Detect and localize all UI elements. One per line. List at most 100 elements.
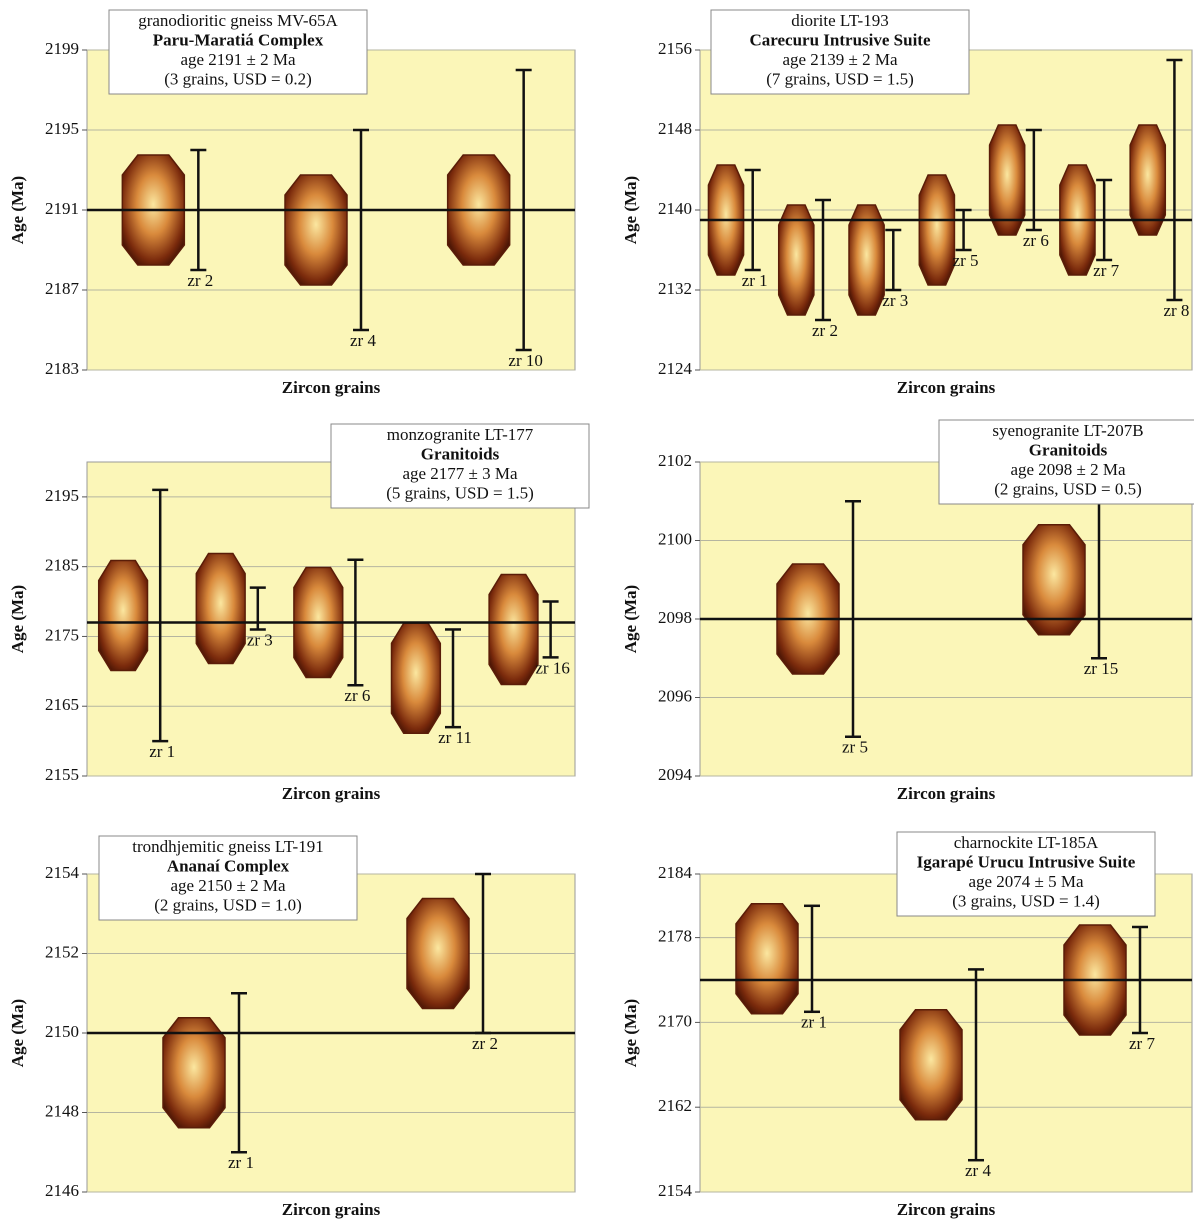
grain-label: zr 3	[882, 291, 908, 310]
annotation-line: age 2074 ± 5 Ma	[968, 872, 1084, 891]
zircon-grain	[99, 561, 148, 671]
annotation-line: age 2177 ± 3 Ma	[402, 464, 518, 483]
zircon-grain	[489, 574, 538, 684]
grain-label: zr 10	[508, 351, 542, 370]
annotation-line: trondhjemitic gneiss LT-191	[132, 837, 323, 856]
y-tick-label: 2148	[658, 119, 692, 138]
grain-label: zr 8	[1163, 301, 1189, 320]
zircon-grain	[1130, 125, 1165, 235]
grain-label: zr 2	[472, 1034, 498, 1053]
annotation-line: monzogranite LT-177	[387, 425, 534, 444]
annotation-line: diorite LT-193	[791, 11, 888, 30]
y-tick-label: 2199	[45, 39, 79, 58]
zircon-grain	[900, 1010, 962, 1120]
annotation-line: granodioritic gneiss MV-65A	[138, 11, 338, 30]
y-tick-label: 2178	[658, 927, 692, 946]
y-tick-label: 2191	[45, 199, 79, 218]
y-axis-label: Age (Ma)	[8, 176, 27, 244]
y-axis-label: Age (Ma)	[8, 999, 27, 1067]
annotation-line: Granitoids	[1029, 440, 1108, 459]
y-axis-label: Age (Ma)	[621, 585, 640, 653]
y-axis-label: Age (Ma)	[621, 176, 640, 244]
annotation-line: Granitoids	[421, 444, 500, 463]
grain-label: zr 16	[535, 658, 569, 677]
grain-label: zr 6	[1023, 231, 1049, 250]
zircon-grain	[196, 554, 245, 664]
annotation-line: age 2191 ± 2 Ma	[180, 50, 296, 69]
grain-label: zr 5	[842, 738, 868, 757]
grain-label: zr 1	[228, 1153, 254, 1172]
grain-label: zr 1	[801, 1013, 827, 1032]
grain-label: zr 11	[438, 728, 472, 747]
annotation-line: syenogranite LT-207B	[992, 421, 1143, 440]
y-tick-label: 2195	[45, 486, 79, 505]
y-tick-label: 2183	[45, 359, 79, 378]
y-tick-label: 2175	[45, 625, 79, 644]
y-tick-label: 2165	[45, 695, 79, 714]
y-tick-label: 2154	[658, 1181, 693, 1200]
y-tick-label: 2124	[658, 359, 693, 378]
grain-label: zr 15	[1084, 659, 1118, 678]
grain-label: zr 5	[953, 251, 979, 270]
x-axis-label: Zircon grains	[897, 784, 996, 803]
y-tick-label: 2148	[45, 1101, 79, 1120]
annotation-line: (2 grains, USD = 0.5)	[994, 479, 1141, 498]
zircon-grain	[849, 205, 884, 315]
y-tick-label: 2132	[658, 279, 692, 298]
y-tick-label: 2152	[45, 942, 79, 961]
y-tick-label: 2185	[45, 556, 79, 575]
x-axis-label: Zircon grains	[897, 1200, 996, 1219]
y-axis-label: Age (Ma)	[621, 999, 640, 1067]
y-tick-label: 2098	[658, 608, 692, 627]
annotation-line: (5 grains, USD = 1.5)	[386, 483, 533, 502]
grain-label: zr 4	[965, 1161, 991, 1180]
annotation-line: Ananaí Complex	[167, 856, 290, 875]
annotation-line: age 2098 ± 2 Ma	[1010, 460, 1126, 479]
y-tick-label: 2100	[658, 529, 692, 548]
x-axis-label: Zircon grains	[282, 378, 381, 397]
annotation-line: Carecuru Intrusive Suite	[749, 30, 930, 49]
annotation-line: Igarapé Urucu Intrusive Suite	[917, 852, 1136, 871]
annotation-line: (2 grains, USD = 1.0)	[154, 895, 301, 914]
y-tick-label: 2170	[658, 1011, 692, 1030]
zircon-grain	[779, 205, 814, 315]
y-tick-label: 2184	[658, 863, 693, 882]
figure: 2183 2187 2191 2195 2199 Age (Ma) Zircon grain…	[0, 0, 1194, 1228]
zircon-grain	[392, 623, 441, 733]
zircon-grain	[407, 899, 469, 1009]
x-axis-label: Zircon grains	[897, 378, 996, 397]
x-axis-label: Zircon grains	[282, 1200, 381, 1219]
zircon-grain	[919, 175, 954, 285]
y-tick-label: 2150	[45, 1022, 79, 1041]
grain-label: zr 6	[344, 686, 370, 705]
y-tick-label: 2140	[658, 199, 692, 218]
zircon-grain	[285, 175, 347, 285]
annotation-line: Paru-Maratiá Complex	[153, 30, 324, 49]
zircon-grain	[990, 125, 1025, 235]
y-tick-label: 2156	[658, 39, 692, 58]
annotation-line: (7 grains, USD = 1.5)	[766, 69, 913, 88]
grain-label: zr 3	[247, 630, 273, 649]
grain-label: zr 7	[1129, 1034, 1155, 1053]
y-axis-label: Age (Ma)	[8, 585, 27, 653]
annotation-line: age 2150 ± 2 Ma	[170, 876, 286, 895]
x-axis-label: Zircon grains	[282, 784, 381, 803]
y-tick-label: 2187	[45, 279, 80, 298]
grain-label: zr 7	[1093, 261, 1119, 280]
grain-label: zr 1	[149, 742, 175, 761]
y-tick-label: 2146	[45, 1181, 79, 1200]
annotation-line: (3 grains, USD = 1.4)	[952, 891, 1099, 910]
y-tick-label: 2102	[658, 451, 692, 470]
y-tick-label: 2096	[658, 686, 692, 705]
grain-label: zr 2	[812, 321, 838, 340]
annotation-line: (3 grains, USD = 0.2)	[164, 69, 311, 88]
grain-label: zr 2	[187, 271, 213, 290]
annotation-line: charnockite LT-185A	[954, 833, 1099, 852]
y-tick-label: 2094	[658, 765, 693, 784]
annotation-line: age 2139 ± 2 Ma	[782, 50, 898, 69]
y-tick-label: 2154	[45, 863, 80, 882]
zircon-grain	[736, 904, 798, 1014]
y-tick-label: 2155	[45, 765, 79, 784]
y-tick-label: 2195	[45, 119, 79, 138]
y-tick-label: 2162	[658, 1096, 692, 1115]
